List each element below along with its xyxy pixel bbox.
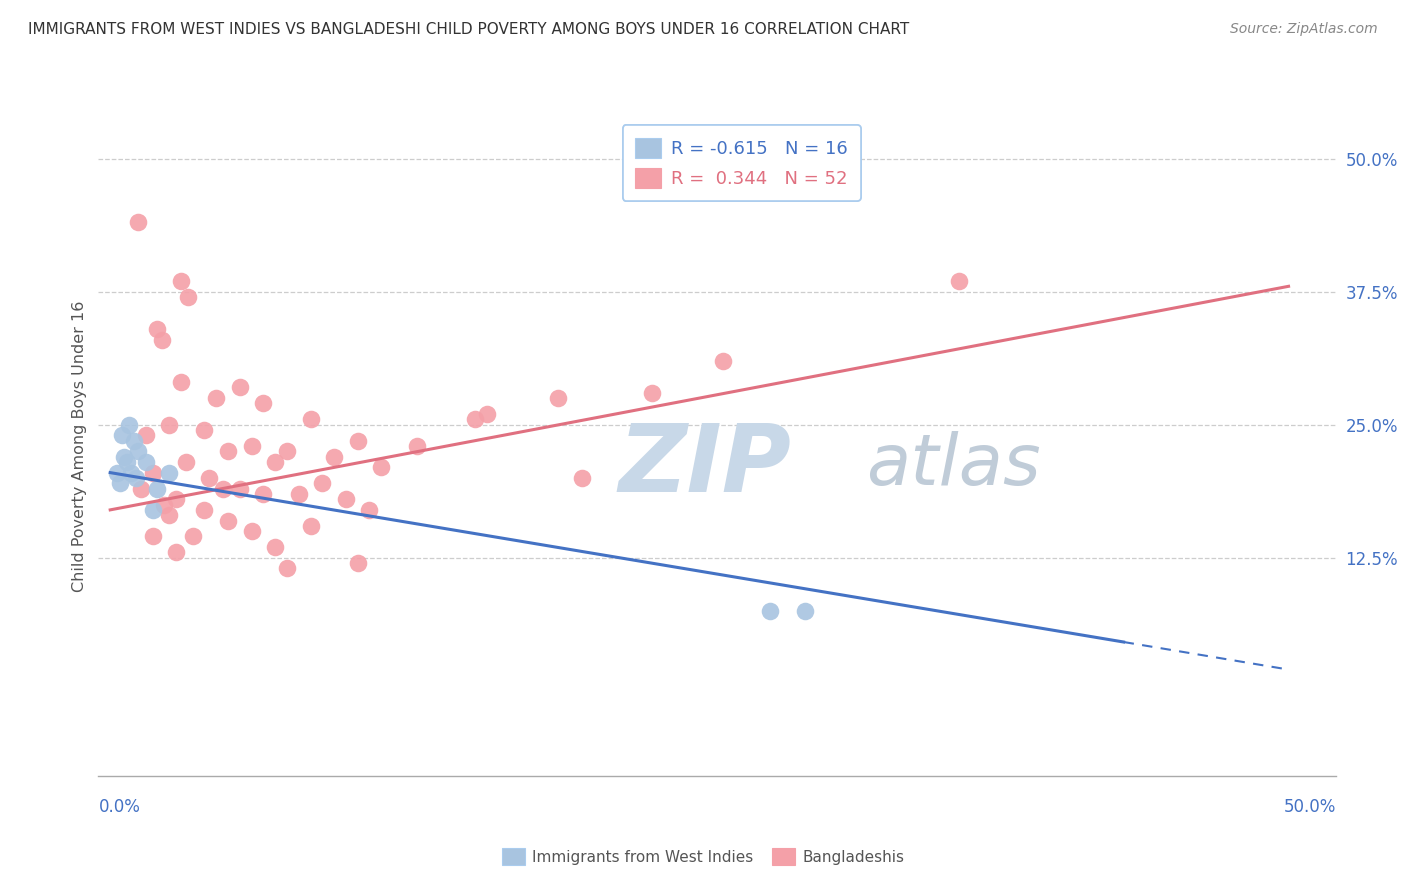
Text: ZIP: ZIP bbox=[619, 420, 792, 512]
Point bbox=[464, 412, 486, 426]
Point bbox=[125, 471, 148, 485]
Text: atlas: atlas bbox=[866, 432, 1040, 500]
Point bbox=[181, 529, 204, 543]
Point bbox=[174, 455, 197, 469]
Point bbox=[299, 412, 322, 426]
Point bbox=[335, 492, 357, 507]
Point bbox=[346, 556, 368, 570]
Text: Source: ZipAtlas.com: Source: ZipAtlas.com bbox=[1230, 22, 1378, 37]
Point bbox=[142, 503, 165, 517]
Point bbox=[948, 274, 970, 288]
Text: 50.0%: 50.0% bbox=[1284, 798, 1336, 816]
Point bbox=[299, 519, 322, 533]
Point bbox=[108, 476, 131, 491]
Point bbox=[127, 215, 149, 229]
Point bbox=[170, 274, 193, 288]
Point bbox=[157, 417, 180, 432]
Point bbox=[264, 540, 287, 554]
Point bbox=[252, 487, 274, 501]
Point bbox=[547, 391, 569, 405]
Point bbox=[276, 444, 298, 458]
Point bbox=[287, 487, 309, 501]
Point bbox=[146, 482, 169, 496]
Point bbox=[142, 529, 165, 543]
Point bbox=[118, 417, 141, 432]
Point bbox=[276, 561, 298, 575]
Point bbox=[115, 455, 138, 469]
Point bbox=[157, 466, 180, 480]
Legend: R = -0.615   N = 16, R =  0.344   N = 52: R = -0.615 N = 16, R = 0.344 N = 52 bbox=[623, 125, 860, 201]
Point bbox=[146, 322, 169, 336]
Text: IMMIGRANTS FROM WEST INDIES VS BANGLADESHI CHILD POVERTY AMONG BOYS UNDER 16 COR: IMMIGRANTS FROM WEST INDIES VS BANGLADES… bbox=[28, 22, 910, 37]
Point bbox=[170, 375, 193, 389]
Legend: Immigrants from West Indies, Bangladeshis: Immigrants from West Indies, Bangladeshi… bbox=[495, 842, 911, 871]
Point bbox=[205, 391, 228, 405]
Y-axis label: Child Poverty Among Boys Under 16: Child Poverty Among Boys Under 16 bbox=[72, 301, 87, 591]
Point bbox=[346, 434, 368, 448]
Point bbox=[122, 434, 145, 448]
Point bbox=[135, 455, 157, 469]
Point bbox=[229, 380, 252, 394]
Point bbox=[212, 482, 235, 496]
Point bbox=[359, 503, 381, 517]
Point bbox=[198, 471, 221, 485]
Point bbox=[759, 604, 782, 618]
Point bbox=[229, 482, 252, 496]
Point bbox=[217, 514, 239, 528]
Point bbox=[641, 385, 664, 400]
Point bbox=[142, 466, 165, 480]
Point bbox=[165, 545, 187, 559]
Point bbox=[370, 460, 392, 475]
Point bbox=[177, 290, 200, 304]
Point bbox=[105, 466, 128, 480]
Point bbox=[153, 498, 176, 512]
Point bbox=[193, 503, 215, 517]
Point bbox=[127, 444, 149, 458]
Text: 0.0%: 0.0% bbox=[98, 798, 141, 816]
Point bbox=[405, 439, 427, 453]
Point bbox=[264, 455, 287, 469]
Point bbox=[193, 423, 215, 437]
Point bbox=[165, 492, 187, 507]
Point bbox=[571, 471, 593, 485]
Point bbox=[240, 524, 263, 538]
Point bbox=[129, 482, 152, 496]
Point bbox=[157, 508, 180, 523]
Point bbox=[150, 333, 173, 347]
Point bbox=[135, 428, 157, 442]
Point bbox=[120, 466, 142, 480]
Point bbox=[311, 476, 333, 491]
Point bbox=[323, 450, 346, 464]
Point bbox=[217, 444, 239, 458]
Point bbox=[112, 450, 135, 464]
Point bbox=[111, 428, 134, 442]
Point bbox=[477, 407, 499, 421]
Point bbox=[240, 439, 263, 453]
Point bbox=[711, 354, 734, 368]
Point bbox=[252, 396, 274, 410]
Point bbox=[794, 604, 817, 618]
